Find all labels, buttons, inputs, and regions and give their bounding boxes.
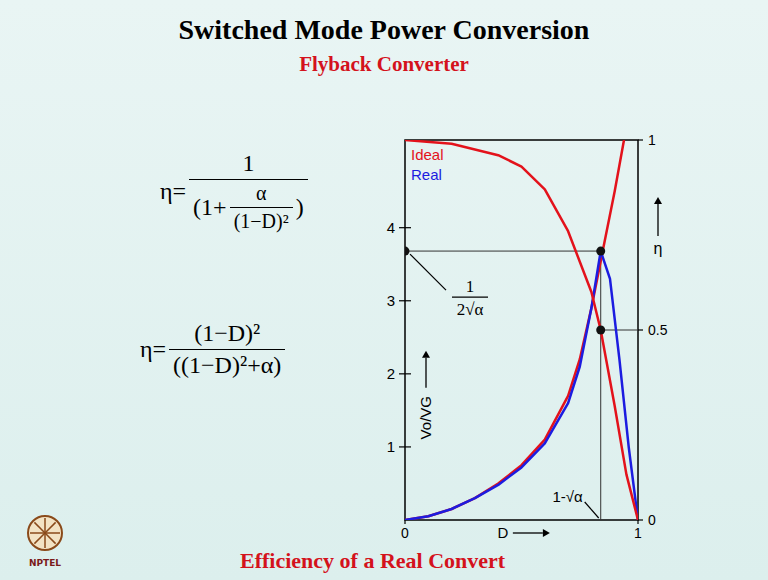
y-tick-label: 1 — [387, 438, 395, 455]
y-axis-arrow — [425, 358, 426, 388]
logo-ring — [28, 516, 62, 550]
y2-tick-label: 0 — [648, 512, 656, 528]
logo-spoke — [34, 533, 45, 544]
equation-lhs: η= — [140, 336, 166, 363]
numerator: α — [252, 182, 270, 207]
numerator: 1 — [238, 150, 258, 179]
marked-point — [405, 247, 410, 256]
numerator: (1−D)² — [190, 320, 264, 349]
paren: ( — [193, 194, 201, 221]
fraction: 1 (1+ α (1−D)²) — [189, 150, 308, 233]
logo-spoke — [34, 522, 45, 533]
annotation-numerator: 1 — [466, 277, 475, 296]
denominator: ((1−D)²+α) — [169, 349, 285, 379]
y2-axis-arrow — [657, 204, 658, 236]
y2-tick — [638, 139, 643, 140]
points-group — [405, 247, 605, 335]
y2-axis-arrowhead — [654, 197, 662, 204]
fraction-bar — [452, 296, 488, 297]
y-tick — [399, 300, 411, 301]
logo-spoke — [30, 532, 45, 534]
y2-axis-title: η — [654, 240, 663, 257]
leader-line — [585, 502, 599, 518]
y-tick-label: 3 — [387, 292, 395, 309]
y-axis-arrowhead — [422, 351, 430, 358]
series-line — [405, 140, 624, 520]
slide-footer: Efficiency of a Real Convert — [240, 548, 505, 574]
fraction: α (1−D)² — [230, 182, 293, 233]
logo-spoke — [44, 518, 46, 533]
x-tick-label: 0 — [401, 525, 409, 541]
equation: η=1(1+α(1−D)²) — [160, 150, 311, 233]
logo-spoke — [45, 532, 60, 534]
plot-frame — [405, 140, 638, 520]
term: 1+ — [201, 194, 227, 221]
annotation-text: 1-√α — [552, 488, 583, 505]
y2-tick-label: 1 — [648, 132, 656, 148]
marked-point — [596, 247, 605, 256]
guide-line — [405, 251, 601, 252]
x-tick-label: 1 — [634, 525, 642, 541]
series-line — [405, 251, 638, 520]
guides — [405, 251, 638, 520]
legend-entry: Ideal — [411, 146, 444, 163]
y2-tick — [638, 519, 643, 520]
y-tick — [399, 373, 411, 374]
logo-text: NPTEL — [29, 558, 61, 568]
logo-spoke — [45, 522, 56, 533]
guide-line — [600, 251, 601, 520]
y2-tick — [638, 329, 643, 330]
slide-subtitle: Flyback Converter — [0, 52, 768, 77]
y-axis-title: Vo/VG — [417, 396, 434, 439]
logo-spoke — [45, 533, 56, 544]
x-tick — [404, 520, 405, 524]
guide-line — [601, 330, 638, 331]
logo-spoke — [44, 533, 46, 548]
leader-line — [410, 254, 446, 290]
denominator: (1−D)² — [230, 207, 293, 233]
x-axis-arrowhead — [543, 529, 550, 537]
denominator-text: (1−D)² — [234, 210, 289, 233]
x-tick — [637, 520, 638, 524]
slide-canvas: NPTEL123400.5101DVo/VGηIdealReal12√α1-√α — [0, 0, 768, 580]
slide-title: Switched Mode Power Conversion — [0, 14, 768, 46]
annotation-denominator: 2√α — [457, 300, 484, 319]
logo: NPTEL — [28, 516, 62, 568]
legend-entry: Real — [411, 166, 442, 183]
series-group — [405, 140, 638, 520]
x-axis-arrow — [513, 532, 543, 533]
series-line — [405, 140, 638, 520]
y-tick-label: 4 — [387, 219, 395, 236]
denominator: (1+ α (1−D)²) — [189, 179, 308, 233]
fraction: (1−D)² ((1−D)²+α) — [169, 320, 285, 379]
marked-point — [596, 326, 605, 335]
y-tick — [399, 446, 411, 447]
y-tick-label: 2 — [387, 365, 395, 382]
denominator-text: ((1−D)²+α) — [173, 352, 281, 379]
equation: η= (1−D)² ((1−D)²+α) — [140, 320, 288, 379]
y-tick — [399, 227, 411, 228]
x-axis-title: D — [497, 524, 508, 541]
paren: ) — [296, 194, 304, 221]
y2-tick-label: 0.5 — [648, 322, 668, 338]
equation-lhs: η= — [160, 178, 186, 205]
